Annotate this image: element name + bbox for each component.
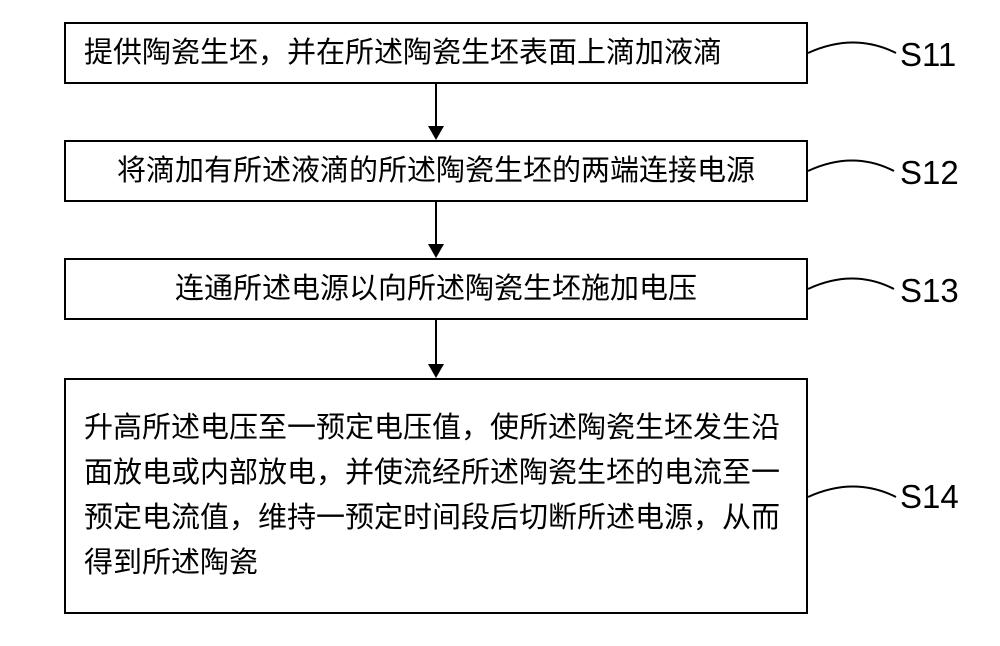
connector-s11 bbox=[808, 38, 900, 68]
step-box-s14: 升高所述电压至一预定电压值，使所述陶瓷生坯发生沿面放电或内部放电，并使流经所述陶… bbox=[64, 378, 808, 614]
connector-s14 bbox=[808, 482, 900, 512]
label-text-s11: S11 bbox=[900, 36, 956, 73]
step-label-s14: S14 bbox=[900, 478, 959, 516]
step-text-s13: 连通所述电源以向所述陶瓷生坯施加电压 bbox=[175, 267, 697, 312]
step-text-s11: 提供陶瓷生坯，并在所述陶瓷生坯表面上滴加液滴 bbox=[84, 31, 722, 76]
step-label-s12: S12 bbox=[900, 154, 959, 192]
label-text-s12: S12 bbox=[900, 154, 959, 191]
arrow-s12-s13 bbox=[436, 202, 437, 258]
step-box-s12: 将滴加有所述液滴的所述陶瓷生坯的两端连接电源 bbox=[64, 140, 808, 202]
step-text-s12: 将滴加有所述液滴的所述陶瓷生坯的两端连接电源 bbox=[117, 149, 755, 194]
step-text-s14: 升高所述电压至一预定电压值，使所述陶瓷生坯发生沿面放电或内部放电，并使流经所述陶… bbox=[84, 406, 788, 586]
arrow-s13-s14 bbox=[436, 320, 437, 378]
arrow-s11-s12 bbox=[436, 84, 437, 140]
step-label-s13: S13 bbox=[900, 272, 959, 310]
connector-s12 bbox=[808, 156, 898, 186]
label-text-s14: S14 bbox=[900, 478, 959, 515]
connector-s13 bbox=[808, 274, 898, 304]
step-box-s11: 提供陶瓷生坯，并在所述陶瓷生坯表面上滴加液滴 bbox=[64, 22, 808, 84]
flowchart-canvas: 提供陶瓷生坯，并在所述陶瓷生坯表面上滴加液滴 将滴加有所述液滴的所述陶瓷生坯的两… bbox=[0, 0, 1000, 646]
step-label-s11: S11 bbox=[900, 36, 956, 74]
label-text-s13: S13 bbox=[900, 272, 959, 309]
step-box-s13: 连通所述电源以向所述陶瓷生坯施加电压 bbox=[64, 258, 808, 320]
